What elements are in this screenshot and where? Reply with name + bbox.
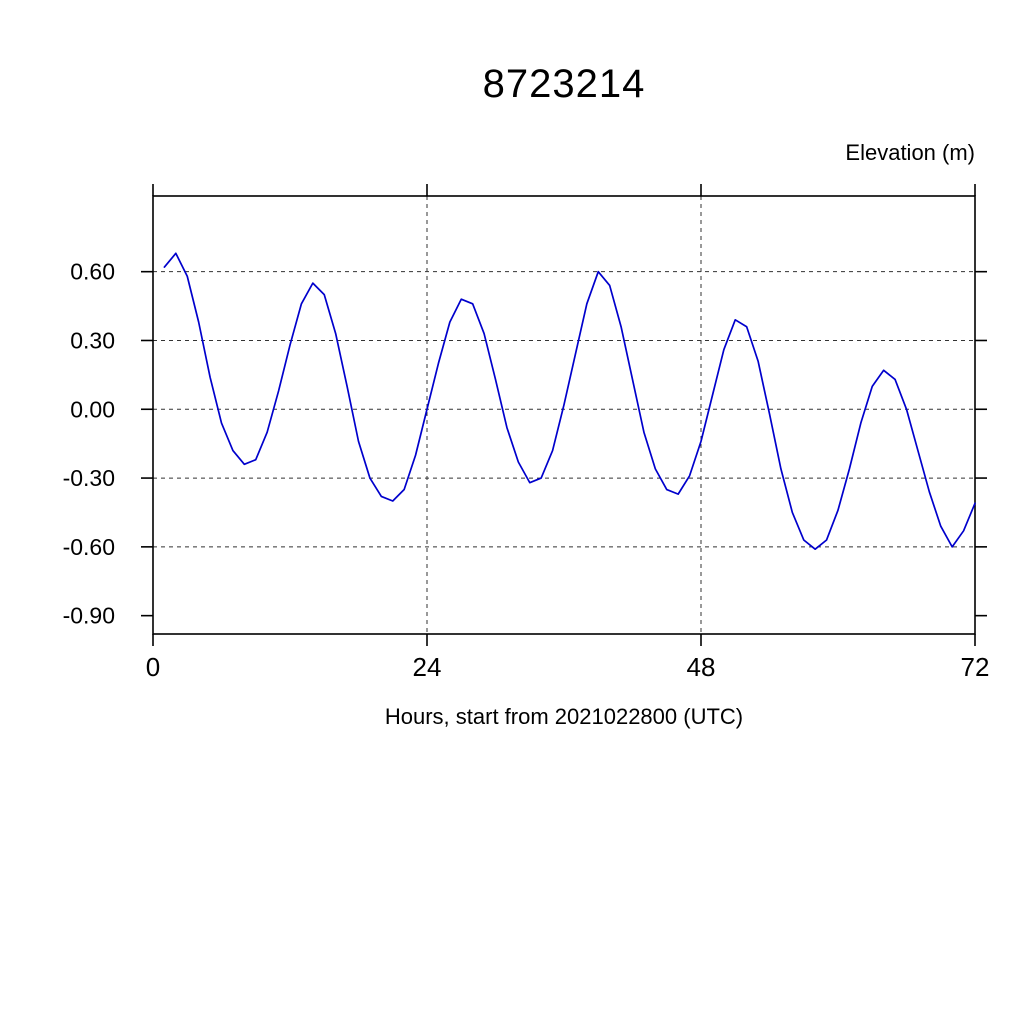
y-tick-label: 0.30 xyxy=(70,327,115,353)
y-tick-label: -0.90 xyxy=(63,603,115,629)
chart-title: 8723214 xyxy=(482,62,646,106)
elevation-line xyxy=(163,252,976,551)
y-tick-label: 0.60 xyxy=(70,259,115,285)
x-tick-label: 72 xyxy=(961,652,990,682)
x-tick-label: 48 xyxy=(687,652,716,682)
y-tick-label: -0.30 xyxy=(63,465,115,491)
y-axis-title: Elevation (m) xyxy=(845,140,975,165)
y-tick-label: 0.00 xyxy=(70,396,115,422)
x-tick-label: 24 xyxy=(413,652,442,682)
x-tick-label: 0 xyxy=(146,652,160,682)
x-axis-title: Hours, start from 2021022800 (UTC) xyxy=(384,704,744,729)
plot-frame xyxy=(152,195,976,635)
y-tick-label: -0.60 xyxy=(63,534,115,560)
